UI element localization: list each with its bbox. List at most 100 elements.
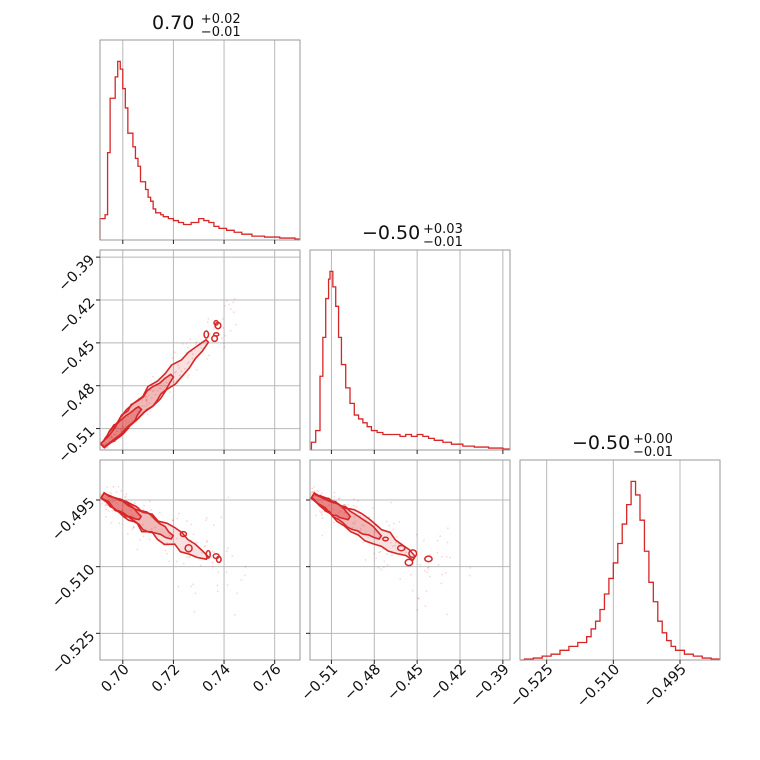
scatter-point: [121, 509, 124, 512]
scatter-point: [220, 516, 223, 519]
scatter-point: [383, 566, 385, 568]
scatter-point: [355, 506, 358, 508]
contour-island: [408, 549, 418, 559]
scatter-point: [107, 497, 110, 499]
scatter-point: [132, 526, 135, 529]
scatter-point: [425, 589, 428, 592]
panel-frame: [99, 249, 301, 451]
title-upper-error: +0.00: [633, 432, 673, 447]
scatter-point: [217, 571, 220, 574]
contour-island: [184, 543, 193, 553]
scatter-point: [394, 544, 397, 547]
scatter-point: [123, 496, 126, 499]
scatter-point: [113, 433, 116, 436]
scatter-point: [106, 446, 109, 449]
scatter-point: [392, 528, 395, 531]
scatter-point: [317, 490, 320, 493]
panel-grid: [310, 460, 510, 660]
scatter-point: [124, 425, 127, 428]
scatter-point: [105, 504, 108, 507]
scatter-point: [321, 492, 323, 494]
scatter-point: [225, 571, 228, 574]
scatter-point: [132, 525, 135, 528]
scatter-point: [404, 551, 407, 554]
scatter-point: [338, 511, 340, 514]
y-tick-label: −0.495: [49, 495, 98, 544]
panel-grid: [546, 460, 681, 660]
scatter-point: [139, 538, 141, 541]
scatter-point: [108, 438, 111, 441]
scatter-point: [360, 527, 362, 530]
scatter-point: [177, 585, 180, 588]
scatter-point: [416, 608, 419, 611]
y-tick-label: −0.42: [56, 295, 99, 338]
scatter-point: [120, 489, 123, 492]
scatter-point: [125, 495, 128, 498]
scatter-point: [390, 501, 393, 504]
contour-island: [214, 321, 222, 330]
x-tick-label: −0.48: [341, 662, 384, 705]
contour-island: [382, 536, 389, 542]
panel-density: [100, 297, 238, 450]
scatter-point: [310, 493, 312, 496]
panel-grid: [100, 250, 300, 450]
scatter-point: [188, 556, 191, 559]
scatter-point: [127, 415, 129, 418]
scatter-point: [125, 493, 128, 495]
scatter-point: [116, 426, 119, 429]
contour-island: [211, 334, 219, 343]
scatter-point: [424, 569, 426, 572]
scatter-point: [436, 539, 439, 542]
panel-grid: [122, 40, 276, 240]
scatter-point: [316, 489, 318, 492]
scatter-point: [395, 541, 397, 544]
scatter-point: [186, 556, 189, 558]
scatter-point: [118, 522, 121, 525]
scatter-point: [223, 342, 225, 345]
scatter-point: [130, 509, 133, 512]
scatter-point: [126, 533, 129, 535]
scatter-point: [199, 564, 202, 567]
scatter-point: [386, 563, 389, 566]
scatter-point: [321, 534, 324, 537]
scatter-point: [171, 381, 174, 383]
scatter-point: [307, 493, 309, 495]
scatter-point: [327, 504, 330, 507]
scatter-point: [187, 549, 190, 552]
scatter-point: [144, 396, 147, 398]
scatter-point: [158, 387, 161, 390]
scatter-point: [211, 561, 214, 564]
scatter-point: [194, 592, 197, 595]
scatter-point: [392, 522, 395, 525]
scatter-point: [149, 516, 152, 519]
scatter-point: [119, 427, 122, 430]
scatter-point: [231, 555, 234, 558]
scatter-point: [204, 545, 207, 547]
scatter-point: [102, 443, 105, 446]
y-tick-label: −0.510: [49, 562, 98, 611]
scatter-point: [177, 364, 180, 367]
scatter-point: [171, 519, 174, 521]
scatter-point: [313, 495, 316, 498]
scatter-point: [195, 341, 198, 344]
scatter-point: [208, 332, 211, 335]
scatter-point: [410, 573, 413, 576]
scatter-point: [114, 433, 117, 436]
scatter-point: [174, 371, 177, 374]
scatter-point: [165, 381, 168, 384]
scatter-point: [112, 433, 115, 436]
scatter-point: [146, 413, 149, 416]
scatter-point: [233, 613, 236, 616]
scatter-point: [419, 564, 422, 566]
scatter-point: [321, 513, 324, 516]
scatter-point: [333, 521, 336, 524]
scatter-point: [311, 491, 313, 494]
scatter-point: [338, 497, 341, 500]
scatter-point: [96, 484, 98, 486]
panel-title: 0.70 +0.02 −0.01: [152, 12, 241, 40]
scatter-point: [207, 317, 210, 320]
y-tick-label: −0.525: [49, 628, 98, 677]
scatter-point: [111, 501, 114, 503]
scatter-point: [151, 390, 154, 393]
